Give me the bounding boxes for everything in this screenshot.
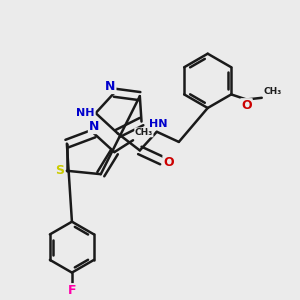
- Text: N: N: [89, 120, 99, 133]
- Text: F: F: [68, 284, 76, 297]
- Text: CH₃: CH₃: [135, 128, 153, 137]
- Text: CH₃: CH₃: [263, 87, 282, 96]
- Text: O: O: [164, 156, 174, 169]
- Text: HN: HN: [148, 119, 167, 129]
- Text: N: N: [105, 80, 116, 93]
- Text: S: S: [55, 164, 64, 177]
- Text: O: O: [241, 99, 252, 112]
- Text: NH: NH: [76, 108, 95, 118]
